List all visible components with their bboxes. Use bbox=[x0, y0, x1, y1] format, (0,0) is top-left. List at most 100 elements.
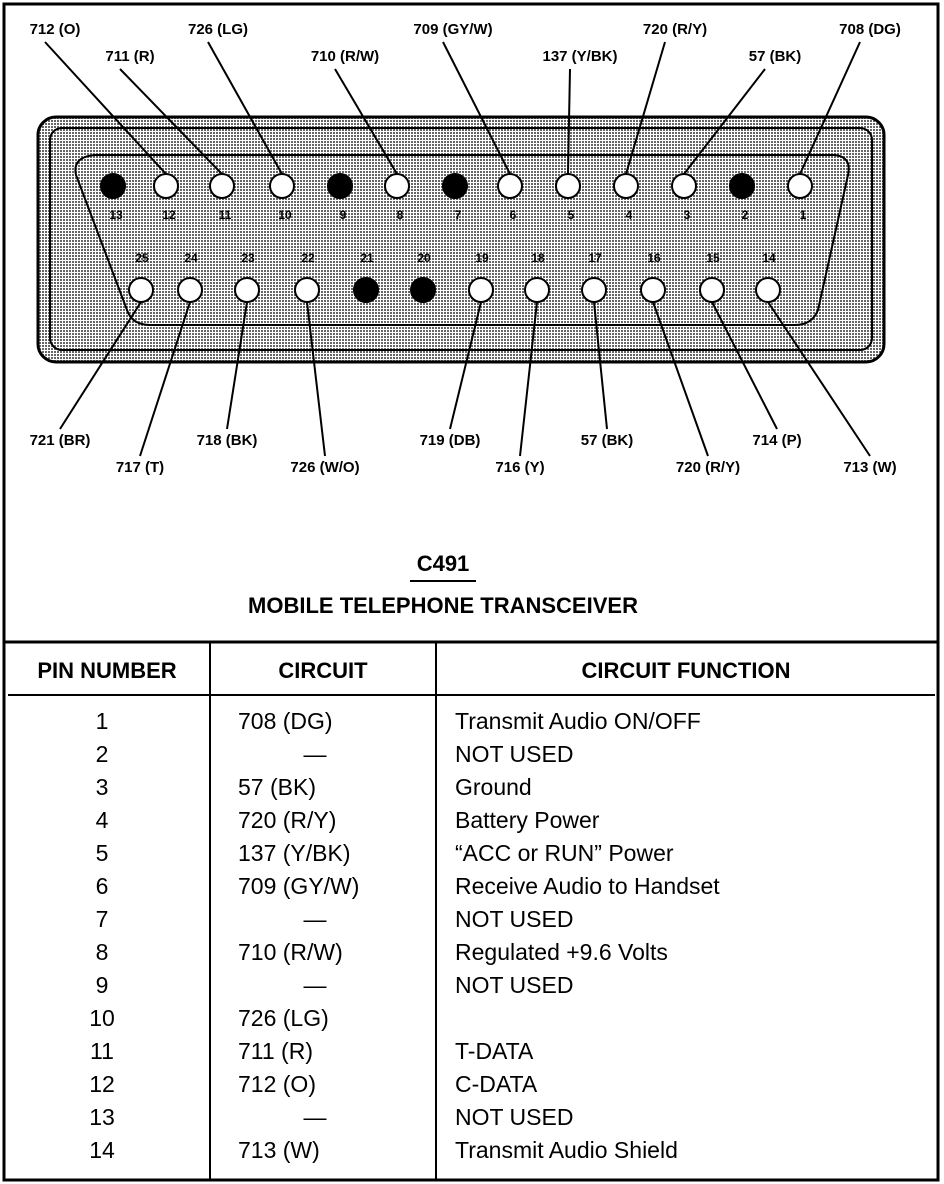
pin bbox=[153, 173, 179, 199]
wire-label: 137 (Y/BK) bbox=[542, 48, 617, 65]
table-cell: 726 (LG) bbox=[238, 1005, 329, 1031]
wire-label: 721 (BR) bbox=[30, 432, 91, 449]
pin bbox=[353, 277, 379, 303]
table-cell: Regulated +9.6 Volts bbox=[455, 939, 668, 965]
leader-line bbox=[334, 68, 398, 175]
table-cell: 710 (R/W) bbox=[238, 939, 343, 965]
pin-number: 23 bbox=[241, 251, 255, 265]
table-cell: — bbox=[304, 741, 327, 767]
leader-line bbox=[625, 41, 666, 175]
leader-line bbox=[519, 301, 538, 457]
pin bbox=[410, 277, 436, 303]
table-cell: C-DATA bbox=[455, 1071, 538, 1097]
pin bbox=[671, 173, 697, 199]
leader-line bbox=[767, 301, 871, 457]
pin bbox=[581, 277, 607, 303]
leader-line bbox=[567, 68, 571, 175]
pin bbox=[269, 173, 295, 199]
table-cell: 57 (BK) bbox=[238, 774, 316, 800]
pin-number: 6 bbox=[510, 208, 517, 222]
pin-number: 1 bbox=[800, 208, 807, 222]
pin-number: 21 bbox=[360, 251, 374, 265]
leader-line bbox=[306, 301, 326, 457]
pin bbox=[442, 173, 468, 199]
pin-number: 20 bbox=[417, 251, 431, 265]
wire-label: 709 (GY/W) bbox=[413, 21, 492, 38]
leader-line bbox=[139, 301, 191, 457]
wire-label: 726 (LG) bbox=[188, 21, 248, 38]
wire-label: 712 (O) bbox=[30, 21, 81, 38]
pin bbox=[294, 277, 320, 303]
pin-number: 16 bbox=[647, 251, 661, 265]
leader-line bbox=[683, 68, 766, 175]
table-cell: Transmit Audio Shield bbox=[455, 1137, 678, 1163]
pin bbox=[177, 277, 203, 303]
pin-number: 19 bbox=[475, 251, 489, 265]
pin bbox=[384, 173, 410, 199]
connector-title: C491 bbox=[417, 551, 470, 576]
pin-number: 14 bbox=[762, 251, 776, 265]
wire-label: 710 (R/W) bbox=[311, 48, 379, 65]
pin-number: 18 bbox=[531, 251, 545, 265]
connector-subtitle: MOBILE TELEPHONE TRANSCEIVER bbox=[248, 593, 638, 618]
pin bbox=[613, 173, 639, 199]
table-header: CIRCUIT bbox=[278, 658, 368, 683]
table-cell: 13 bbox=[89, 1104, 115, 1130]
wire-label: 708 (DG) bbox=[839, 21, 901, 38]
pin-number: 4 bbox=[626, 208, 633, 222]
wire-label: 720 (R/Y) bbox=[676, 459, 740, 476]
pin bbox=[640, 277, 666, 303]
table-cell: Receive Audio to Handset bbox=[455, 873, 720, 899]
pin bbox=[755, 277, 781, 303]
pin-number: 11 bbox=[219, 208, 232, 222]
pin-number: 13 bbox=[109, 208, 123, 222]
table-cell: NOT USED bbox=[455, 1104, 573, 1130]
pin bbox=[128, 277, 154, 303]
leader-line bbox=[652, 301, 709, 457]
wire-label: 719 (DB) bbox=[420, 432, 481, 449]
table-cell: 713 (W) bbox=[238, 1137, 320, 1163]
pin bbox=[234, 277, 260, 303]
table-header: PIN NUMBER bbox=[37, 658, 176, 683]
wire-label: 716 (Y) bbox=[495, 459, 544, 476]
table-cell: — bbox=[304, 906, 327, 932]
table-cell: 1 bbox=[96, 708, 109, 734]
table-cell: — bbox=[304, 972, 327, 998]
table-cell: 708 (DG) bbox=[238, 708, 333, 734]
table-cell: 712 (O) bbox=[238, 1071, 316, 1097]
pin-number: 2 bbox=[742, 208, 749, 222]
pin bbox=[555, 173, 581, 199]
table-cell: 711 (R) bbox=[238, 1038, 313, 1064]
wire-label: 714 (P) bbox=[752, 432, 801, 449]
wire-label: 57 (BK) bbox=[749, 48, 802, 65]
pin-number: 12 bbox=[162, 208, 176, 222]
wire-label: 57 (BK) bbox=[581, 432, 634, 449]
pin-number: 5 bbox=[568, 208, 575, 222]
pin-number: 7 bbox=[455, 208, 462, 222]
wire-label: 713 (W) bbox=[843, 459, 896, 476]
table-cell: 12 bbox=[89, 1071, 115, 1097]
table-cell: 720 (R/Y) bbox=[238, 807, 336, 833]
leader-line bbox=[207, 41, 283, 175]
leader-line bbox=[449, 301, 482, 430]
table-cell: 14 bbox=[89, 1137, 115, 1163]
pin-number: 15 bbox=[706, 251, 720, 265]
wire-label: 720 (R/Y) bbox=[643, 21, 707, 38]
leader-line bbox=[44, 41, 167, 175]
table-cell: T-DATA bbox=[455, 1038, 534, 1064]
table-cell: 5 bbox=[96, 840, 109, 866]
table-header: CIRCUIT FUNCTION bbox=[582, 658, 791, 683]
pin bbox=[524, 277, 550, 303]
table-cell: 11 bbox=[90, 1038, 114, 1064]
pin-number: 17 bbox=[588, 251, 602, 265]
pin bbox=[729, 173, 755, 199]
pin bbox=[327, 173, 353, 199]
pin bbox=[468, 277, 494, 303]
table-cell: 709 (GY/W) bbox=[238, 873, 359, 899]
wire-label: 718 (BK) bbox=[197, 432, 258, 449]
table-cell: 3 bbox=[96, 774, 109, 800]
table-cell: 137 (Y/BK) bbox=[238, 840, 351, 866]
pin bbox=[699, 277, 725, 303]
